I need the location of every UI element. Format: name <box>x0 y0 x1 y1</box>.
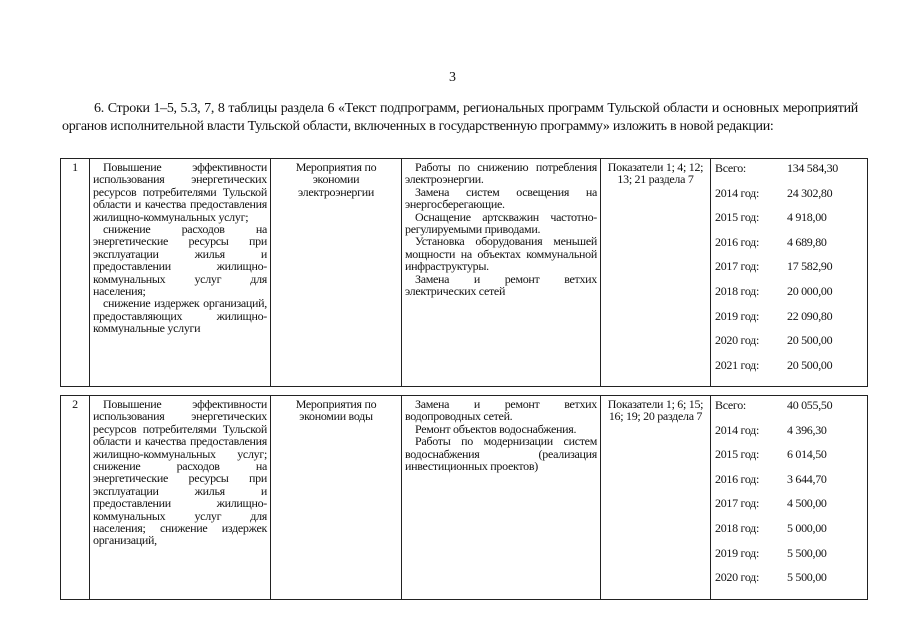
funding-value: 5 500,00 <box>787 545 827 560</box>
goal-text: снижение расходов на энергетические ресу… <box>93 222 267 299</box>
funding-label: 2017 год: <box>715 259 760 274</box>
program-table-row-1: 1 Повышение эффективности использования … <box>60 157 868 388</box>
indicators-cell: Показатели 1; 4; 12; 13; 21 раздела 7 <box>600 157 711 388</box>
goals-cell: Повышение эффективности использования эн… <box>89 157 271 388</box>
work-text: Замена систем освещения на энергосберега… <box>405 184 597 212</box>
funding-line: 2020 год: 5 500,00 <box>715 571 863 596</box>
funding-label: 2018 год: <box>715 283 760 298</box>
funding-label: 2019 год: <box>715 308 760 323</box>
funding-value: 5 000,00 <box>787 520 827 535</box>
goal-text: Повышение эффективности использования эн… <box>93 397 267 548</box>
funding-line: 2016 год: 4 689,80 <box>715 236 863 261</box>
funding-value: 4 918,00 <box>787 210 827 225</box>
funding-line: 2018 год: 5 000,00 <box>715 522 863 547</box>
work-text: Ремонт объектов водоснабжения. <box>415 421 577 436</box>
work-text: Работы по снижению потребления электроэн… <box>405 160 597 187</box>
funding-line: 2017 год: 4 500,00 <box>715 497 863 522</box>
funding-value: 3 644,70 <box>787 471 827 486</box>
funding-line: 2019 год: 22 090,80 <box>715 308 863 335</box>
funding-line: 2019 год: 5 500,00 <box>715 545 863 572</box>
funding-line: Всего: 134 584,30 <box>715 162 863 187</box>
funding-value: 24 302,80 <box>787 185 833 200</box>
intro-paragraph: 6. Строки 1–5, 5.3, 7, 8 таблицы раздела… <box>62 100 858 136</box>
funding-label: 2016 год: <box>715 471 760 486</box>
goal-text: Повышение эффективности использования эн… <box>93 160 267 224</box>
funding-line: Всего: 40 055,50 <box>715 399 863 424</box>
funding-line: 2015 год: 6 014,50 <box>715 448 863 473</box>
funding-cell: Всего: 40 055,50 2014 год: 4 396,30 2015 год… <box>710 395 868 600</box>
funding-value: 6 014,50 <box>787 447 827 462</box>
funding-line: 2014 год: 4 396,30 <box>715 422 863 449</box>
funding-label: 2016 год: <box>715 234 760 249</box>
funding-label: 2015 год: <box>715 210 760 225</box>
funding-label: 2017 год: <box>715 496 760 511</box>
funding-value: 4 689,80 <box>787 234 827 249</box>
funding-value: 40 055,50 <box>787 398 833 412</box>
funding-label: 2014 год: <box>715 422 760 437</box>
table-row: 1 Повышение эффективности использования … <box>60 157 868 388</box>
funding-value: 20 500,00 <box>787 333 833 348</box>
funding-value: 5 500,00 <box>787 570 827 585</box>
funding-line: 2021 год: 20 500,00 <box>715 359 863 384</box>
funding-value: 20 500,00 <box>787 357 833 372</box>
indicators-cell: Показатели 1; 6; 15; 16; 19; 20 раздела … <box>600 395 711 600</box>
funding-value: 20 000,00 <box>787 283 833 298</box>
table-row: 2 Повышение эффективности использования … <box>60 395 868 600</box>
funding-label: 2020 год: <box>715 333 760 348</box>
work-text: Замена и ремонт ветхих водопроводных сет… <box>405 397 597 424</box>
funding-line: 2014 год: 24 302,80 <box>715 185 863 212</box>
activity-cell: Мероприятия по экономии воды <box>270 395 402 600</box>
row-number: 1 <box>60 157 90 388</box>
funding-line: 2018 год: 20 000,00 <box>715 285 863 310</box>
funding-value: 17 582,90 <box>787 259 833 274</box>
activity-cell: Мероприятия по экономии электроэнергии <box>270 157 402 388</box>
works-cell: Работы по снижению потребления электроэн… <box>401 157 601 388</box>
works-cell: Замена и ремонт ветхих водопроводных сет… <box>401 395 601 600</box>
funding-label: 2020 год: <box>715 570 760 585</box>
row-number: 2 <box>60 395 90 600</box>
goals-cell: Повышение эффективности использования эн… <box>89 395 271 600</box>
funding-value: 22 090,80 <box>787 308 833 323</box>
work-text: Работы по модернизации систем водоснабже… <box>405 434 597 474</box>
funding-label: 2014 год: <box>715 185 760 200</box>
funding-label: 2021 год: <box>715 357 760 372</box>
goal-text: снижение издержек организаций, предостав… <box>93 296 267 336</box>
funding-label: 2019 год: <box>715 545 760 560</box>
funding-value: 4 500,00 <box>787 496 827 511</box>
work-text: Замена и ремонт ветхих электрических сет… <box>405 271 597 299</box>
funding-line: 2015 год: 4 918,00 <box>715 211 863 236</box>
funding-line: 2020 год: 20 500,00 <box>715 334 863 359</box>
page-number: 3 <box>449 70 456 85</box>
funding-line: 2017 год: 17 582,90 <box>715 260 863 285</box>
funding-value: 134 584,30 <box>787 161 839 175</box>
work-text: Оснащение артскважин частотно-регулируем… <box>405 209 597 237</box>
funding-cell: Всего: 134 584,30 2014 год: 24 302,80 2015 г… <box>710 157 868 388</box>
funding-value: 4 396,30 <box>787 422 827 437</box>
funding-label: 2015 год: <box>715 447 760 462</box>
funding-label: Всего: <box>715 161 746 175</box>
funding-label: 2018 год: <box>715 520 760 535</box>
intro-text: 6. Строки 1–5, 5.3, 7, 8 таблицы раздела… <box>62 101 858 134</box>
funding-label: Всего: <box>715 398 746 412</box>
funding-line: 2016 год: 3 644,70 <box>715 473 863 498</box>
program-table-row-2: 2 Повышение эффективности использования … <box>60 395 868 600</box>
work-text: Установка оборудования меньшей мощности … <box>405 234 597 274</box>
